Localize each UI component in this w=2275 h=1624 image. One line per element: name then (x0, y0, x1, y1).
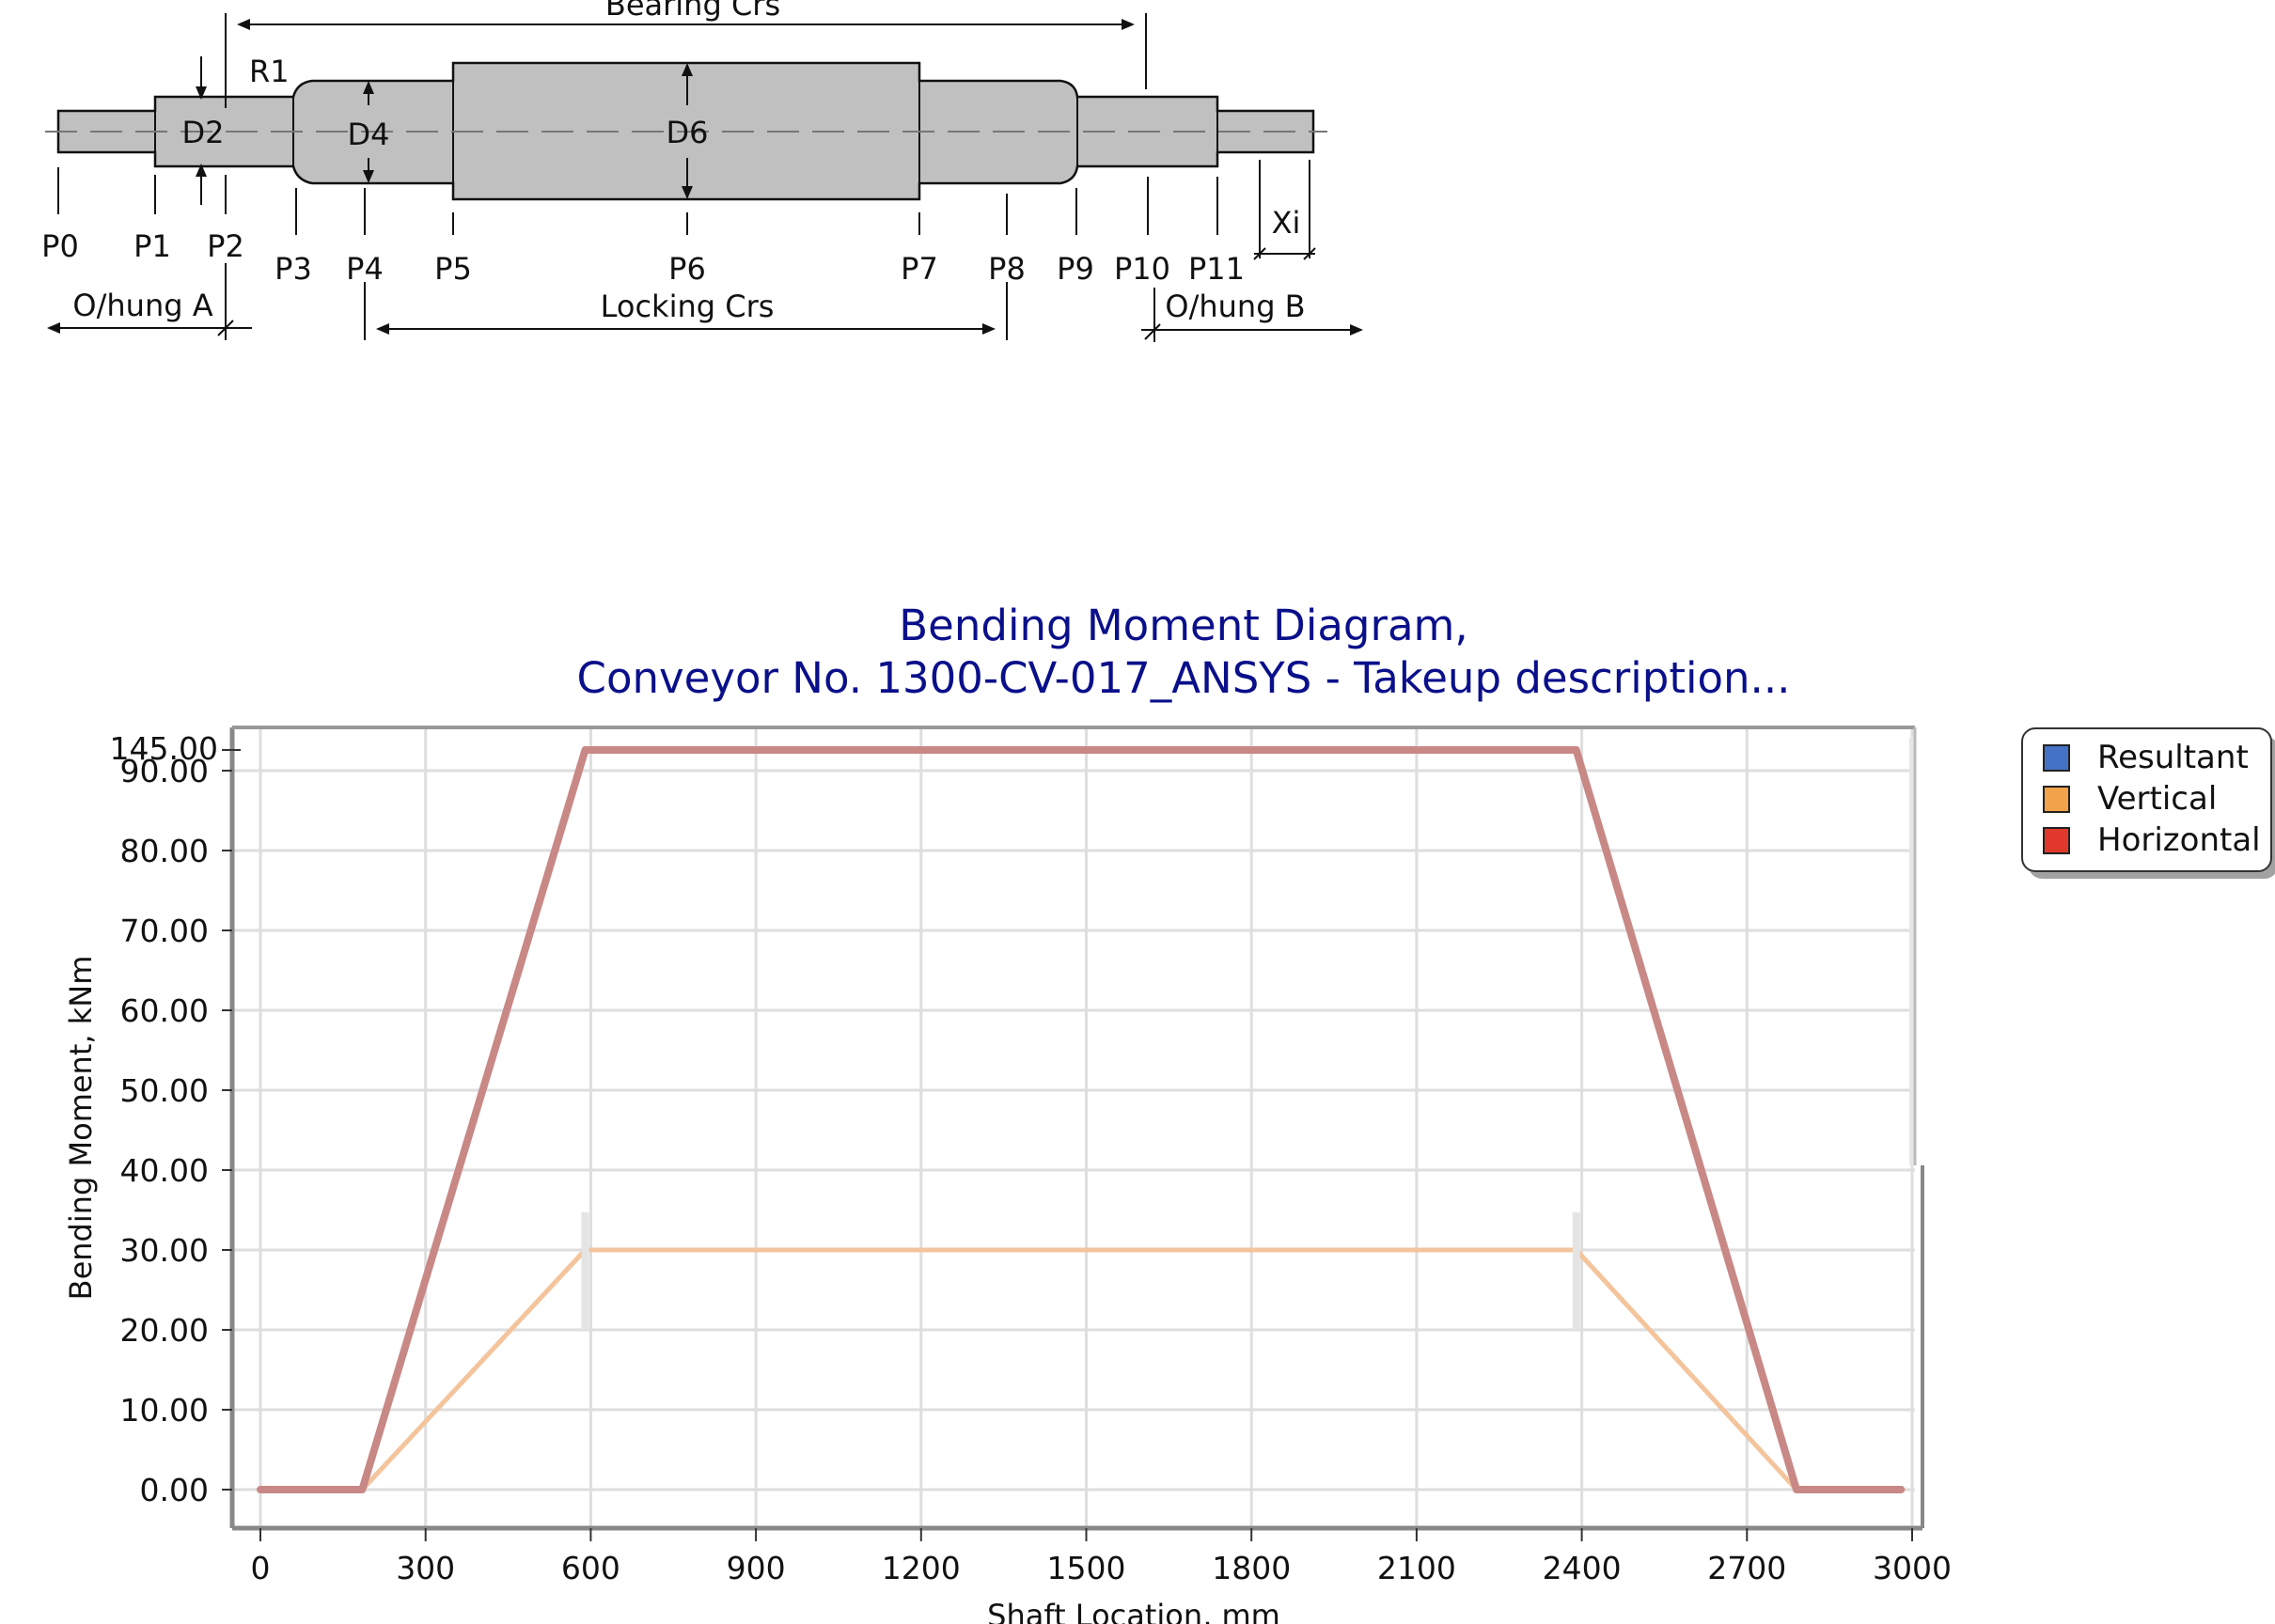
ohung-b-label: O/hung B (1165, 289, 1305, 324)
x-tick-label: 3000 (1873, 1550, 1952, 1586)
r1-label: R1 (249, 54, 290, 89)
y-tick-label: 10.00 (120, 1392, 209, 1429)
point-label-p5: P5 (434, 251, 472, 287)
point-label-p11: P11 (1188, 251, 1245, 287)
series-lines (257, 738, 1915, 1493)
x-tick-label: 2400 (1543, 1550, 1622, 1586)
y-axis-label: Bending Moment, kNm (63, 956, 99, 1301)
point-label-p7: P7 (901, 251, 938, 287)
shaft-diagram: Bearing Crs R1 D2 D4 D6 P0 (41, 0, 1363, 342)
legend-label-resultant: Resultant (2097, 739, 2249, 776)
y-tick-label: 30.00 (120, 1232, 209, 1269)
xi-label: Xi (1272, 205, 1301, 241)
y-tick-label: 40.00 (120, 1152, 209, 1189)
legend-swatch-vertical (2043, 786, 2070, 813)
d6-dimension: D6 (667, 63, 709, 199)
x-tick-label: 1500 (1047, 1550, 1126, 1586)
x-tick-label: 1800 (1212, 1550, 1291, 1586)
y-tick-label: 60.00 (120, 992, 209, 1029)
point-label-p9: P9 (1057, 251, 1094, 287)
point-ticks (57, 160, 1310, 258)
y-axis-ticks: 0.00 10.00 20.00 30.00 40.00 50.00 60.00 70.00 8… (110, 730, 241, 1508)
y-tick-label: 20.00 (120, 1312, 209, 1349)
x-tick-label: 300 (396, 1550, 455, 1586)
ohung-a-dimension: O/hung A (47, 263, 252, 340)
x-tick-label: 900 (727, 1550, 786, 1586)
legend-shadow (2029, 736, 2275, 879)
chart-title-line2: Conveyor No. 1300-CV-017_ANSYS - Takeup … (577, 653, 1791, 703)
ohung-a-label: O/hung A (72, 288, 212, 323)
y-tick-label: 80.00 (120, 833, 209, 869)
point-label-p8: P8 (988, 251, 1026, 287)
x-tick-label: 2100 (1377, 1550, 1456, 1586)
locking-crs-dimension: Locking Crs (364, 282, 1008, 340)
ohung-b-dimension: O/hung B (1141, 288, 1363, 342)
x-tick-label: 1200 (882, 1550, 961, 1586)
legend-swatch-resultant (2043, 744, 2070, 772)
legend-label-horizontal: Horizontal (2097, 821, 2261, 859)
point-label-p10: P10 (1114, 251, 1170, 287)
d4-label: D4 (348, 117, 390, 152)
x-tick-label: 0 (251, 1550, 271, 1586)
x-tick-label: 600 (561, 1550, 620, 1586)
point-label-p1: P1 (133, 228, 171, 264)
point-label-p0: P0 (41, 228, 79, 264)
series-line-vertical (258, 1247, 1904, 1492)
point-labels: P0 P1 P2 P3 P4 P5 P6 P7 P8 P9 P10 P11 (41, 228, 1245, 287)
d6-label: D6 (667, 115, 709, 150)
x-axis-label: Shaft Location, mm (987, 1598, 1280, 1624)
point-label-p3: P3 (275, 251, 312, 287)
point-label-p2: P2 (207, 228, 244, 264)
y-tick-label: 70.00 (120, 913, 209, 949)
d4-dimension: D4 (348, 81, 390, 183)
bearing-crs-label: Bearing Crs (605, 0, 780, 23)
point-label-p4: P4 (346, 251, 384, 287)
legend-label-vertical: Vertical (2097, 780, 2217, 818)
x-axis-ticks: 0 300 600 900 1200 1500 1800 2100 2400 2700 3000 (251, 1528, 1952, 1586)
y-tick-label: 0.00 (140, 1472, 209, 1508)
x-tick-label: 2700 (1707, 1550, 1786, 1586)
point-label-p6: P6 (668, 251, 706, 287)
legend-swatch-horizontal (2043, 827, 2070, 854)
grid (232, 727, 1915, 1528)
d2-label: D2 (182, 115, 225, 150)
chart-title-line1: Bending Moment Diagram, (899, 601, 1467, 650)
legend-box (2021, 727, 2272, 872)
locking-crs-label: Locking Crs (601, 289, 775, 324)
xi-dimension: Xi (1253, 205, 1316, 260)
y-tick-label-top: 145.00 (110, 730, 218, 767)
d2-dimension: D2 (182, 56, 225, 205)
series-line-horizontal (257, 746, 1906, 1493)
y-tick-label: 90.00 (120, 753, 209, 789)
bearing-crs-dimension: Bearing Crs (225, 0, 1147, 108)
plot-area (232, 727, 1915, 1528)
y-tick-label: 50.00 (120, 1072, 209, 1109)
